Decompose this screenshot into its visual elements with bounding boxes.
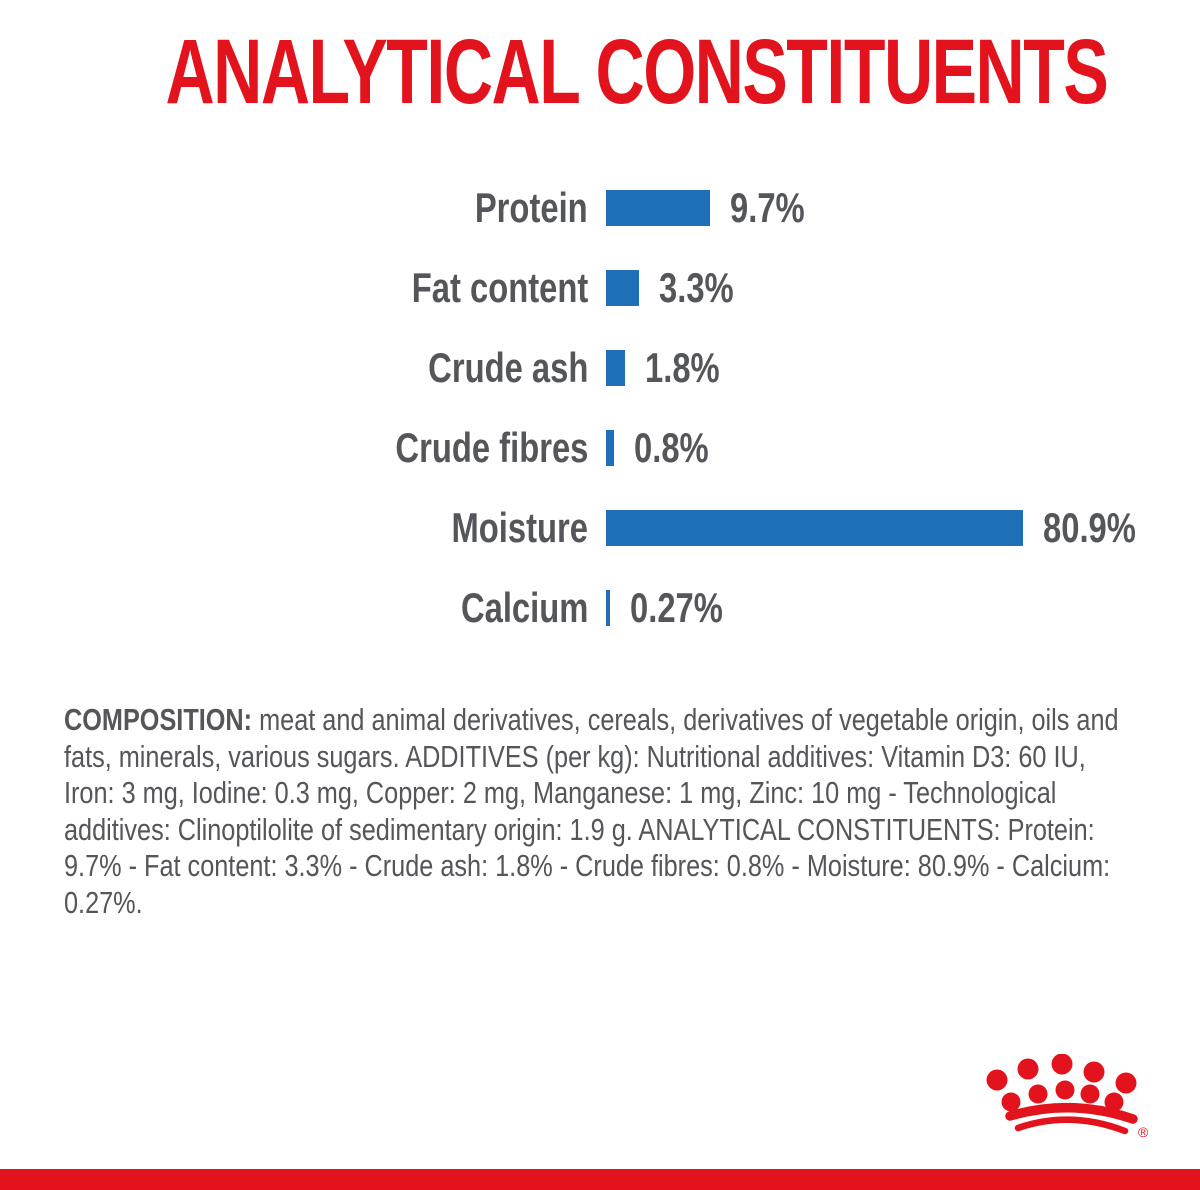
row-value: 0.8% [634,424,709,471]
royal-canin-crown-icon: ® [986,1054,1149,1140]
row-label: Fat content [411,264,588,311]
chart-row-calcium: Calcium 0.27% [0,568,1200,648]
analytical-constituents-chart: Protein 9.7% Fat content 3.3% Crude ash … [0,168,1200,648]
footer-red-bar [0,1169,1200,1190]
page-title-text: ANALYTICAL CONSTITUENTS [165,21,1108,123]
row-label: Crude ash [427,344,588,391]
chart-row-crude-fibres: Crude fibres 0.8% [0,408,1200,488]
chart-row-protein: Protein 9.7% [0,168,1200,248]
fat-content-bar [606,270,639,306]
row-value: 9.7% [730,184,805,231]
chart-row-crude-ash: Crude ash 1.8% [0,328,1200,408]
row-label: Calcium [460,584,588,631]
crude-ash-bar [606,350,625,386]
label-panel: ANALYTICAL CONSTITUENTS Protein 9.7% Fat… [0,26,1200,1190]
composition-text: meat and animal derivatives, cereals, de… [64,702,1119,920]
row-value: 0.27% [630,584,723,631]
crude-fibres-bar [606,430,614,466]
page-title: ANALYTICAL CONSTITUENTS [0,26,1200,118]
row-value: 1.8% [645,344,720,391]
row-value: 80.9% [1043,504,1136,551]
composition-paragraph: COMPOSITION: meat and animal derivatives… [64,702,1137,921]
row-label: Crude fibres [395,424,588,471]
composition-label: COMPOSITION: [64,702,253,737]
chart-row-fat-content: Fat content 3.3% [0,248,1200,328]
row-label: Moisture [451,504,588,551]
chart-row-moisture: Moisture 80.9% [0,488,1200,568]
calcium-bar [606,590,610,626]
row-value: 3.3% [659,264,734,311]
row-label: Protein [475,184,588,231]
registered-trademark-symbol: ® [1138,1124,1149,1140]
protein-bar [606,190,710,226]
moisture-bar [606,510,1023,546]
